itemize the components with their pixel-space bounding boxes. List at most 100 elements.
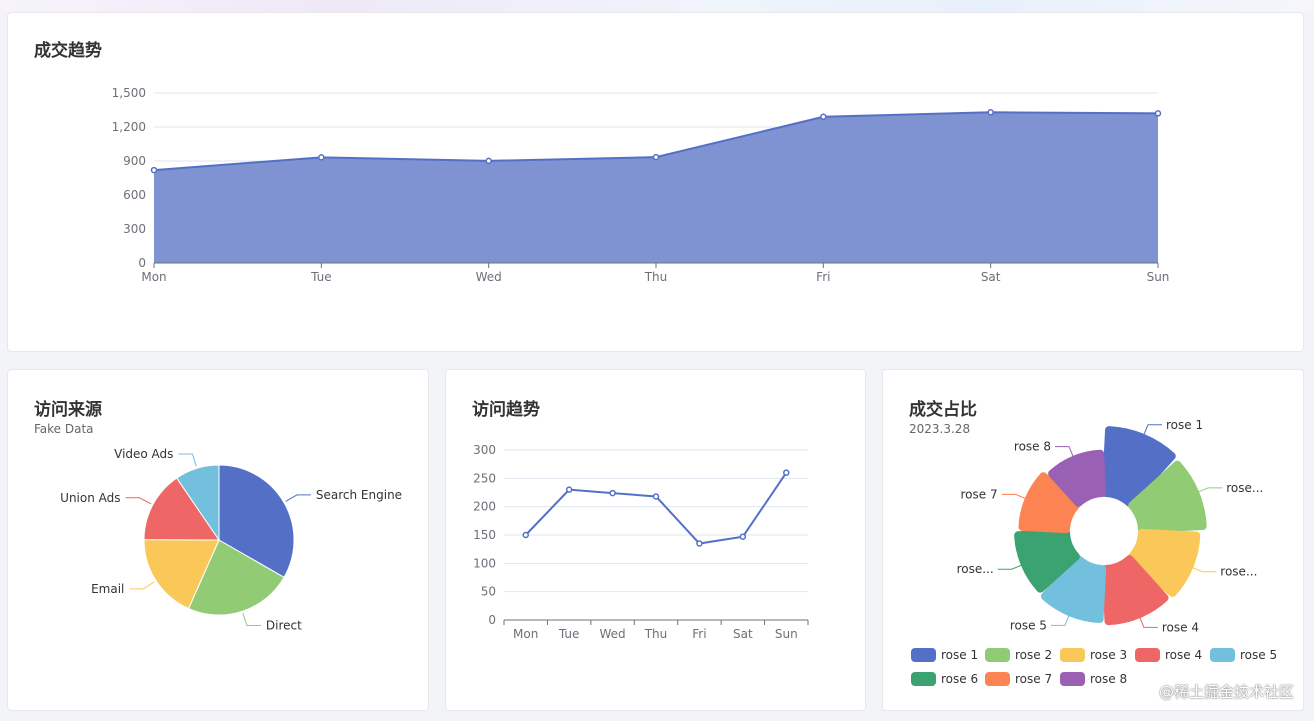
y-tick-label: 900	[123, 154, 146, 168]
label-leader	[242, 613, 261, 627]
rose-slice	[1128, 460, 1207, 534]
label-leader	[1196, 487, 1223, 493]
pie-slice	[143, 539, 220, 610]
rose-label: rose...	[1220, 565, 1257, 579]
legend-swatch	[985, 648, 1010, 662]
data-point	[1154, 110, 1162, 117]
legend-label: rose 6	[941, 672, 978, 686]
legend-label: rose 1	[941, 648, 978, 662]
pie-slice	[176, 464, 220, 542]
trend-card: 成交趋势 0 300 600 900 1,200 1,500 Mon Tue Wed Thu Fri…	[7, 12, 1304, 352]
y-tick-label: 100	[473, 556, 496, 570]
rose-label: rose 7	[961, 487, 998, 501]
legend-swatch	[911, 672, 936, 686]
x-tick-label: Mon	[513, 627, 538, 641]
legend-swatch	[1210, 648, 1235, 662]
pie-label: Direct	[266, 619, 302, 633]
label-leader	[1055, 446, 1075, 458]
rose-label: rose 5	[1010, 618, 1047, 632]
data-point	[652, 153, 660, 161]
pie-slice	[187, 539, 285, 616]
source-card: 访问来源 Fake Data Search Engine Direct Email U…	[7, 369, 429, 711]
x-tick-label: Thu	[644, 627, 668, 641]
data-point	[150, 166, 158, 174]
series-line	[524, 472, 788, 545]
x-tick-label: Sat	[981, 270, 1001, 284]
pie-slice	[143, 477, 220, 541]
share-card-title: 成交占比	[909, 400, 977, 420]
visits-card-title: 访问趋势	[472, 400, 540, 420]
y-tick-label: 1,200	[112, 120, 146, 134]
label-leader	[1138, 616, 1158, 628]
data-point	[820, 113, 827, 121]
legend-label: rose 4	[1165, 648, 1202, 662]
x-tick-label: Wed	[476, 270, 502, 284]
label-leader	[129, 581, 155, 590]
y-tick-label: 1,500	[112, 86, 146, 100]
label-leader	[1142, 424, 1163, 437]
y-tick-label: 50	[481, 585, 496, 599]
x-tick-label: Mon	[141, 270, 166, 284]
rose-slice	[1018, 472, 1080, 534]
x-tick-label: Wed	[599, 627, 625, 641]
y-tick-label: 300	[123, 222, 146, 236]
data-point	[485, 157, 492, 165]
data-point	[783, 469, 790, 476]
legend-swatch	[911, 648, 936, 662]
rose-label: rose...	[1226, 481, 1263, 495]
legend-label: rose 8	[1090, 672, 1127, 686]
data-point	[609, 489, 616, 497]
label-leader	[1050, 614, 1070, 626]
top-glow	[0, 0, 1314, 12]
label-leader	[1191, 566, 1217, 573]
rose-label: rose...	[957, 562, 994, 576]
legend-swatch	[985, 672, 1010, 686]
legend-swatch	[1060, 672, 1085, 686]
trend-card-title: 成交趋势	[34, 41, 102, 61]
data-point	[565, 486, 573, 493]
data-point	[696, 540, 703, 547]
x-tick-label: Tue	[310, 270, 332, 284]
x-tick-label: Sat	[733, 627, 753, 641]
watermark: @稀土掘金技术社区	[1158, 683, 1294, 701]
pie-slice	[218, 464, 295, 579]
label-leader	[125, 497, 152, 505]
share-rose-chart: rose 1 rose... rose... rose 4 rose 5 rose... r…	[911, 418, 1277, 686]
rose-slice	[1040, 555, 1107, 623]
area-fill	[154, 112, 1158, 264]
legend-label: rose 3	[1090, 648, 1127, 662]
pie-label: Email	[91, 582, 124, 596]
x-tick-label: Fri	[692, 627, 706, 641]
data-point	[739, 533, 747, 540]
pie-label: Video Ads	[114, 447, 173, 461]
label-leader	[997, 564, 1023, 570]
rose-slice	[1048, 449, 1107, 507]
rose-slice	[1014, 528, 1080, 593]
y-tick-label: 0	[138, 256, 146, 270]
pie-label: Search Engine	[316, 488, 402, 502]
share-card: 成交占比 2023.3.28 rose 1 rose... rose... rose …	[882, 369, 1304, 711]
source-card-title: 访问来源	[34, 400, 102, 420]
legend-label: rose 2	[1015, 648, 1052, 662]
pie-label: Union Ads	[60, 491, 120, 505]
legend-swatch	[1060, 648, 1085, 662]
data-point	[987, 109, 994, 116]
x-tick-label: Sun	[775, 627, 798, 641]
y-tick-label: 300	[473, 443, 496, 457]
legend-label: rose 7	[1015, 672, 1052, 686]
visits-card: 访问趋势 0 50 100 150 200 250 300 Mon Tue Wed Thu Fri Sa…	[445, 369, 866, 711]
y-tick-label: 250	[473, 471, 496, 485]
y-tick-label: 150	[473, 528, 496, 542]
label-leader	[285, 494, 311, 502]
legend-label: rose 5	[1240, 648, 1277, 662]
data-point	[652, 493, 660, 500]
source-pie-chart: Search Engine Direct Email Union Ads Video A…	[60, 447, 402, 633]
y-tick-label: 200	[473, 500, 496, 514]
source-card-subtitle: Fake Data	[34, 422, 94, 436]
rose-slice	[1101, 426, 1176, 507]
rose-label: rose 1	[1166, 418, 1203, 432]
x-tick-label: Sun	[1147, 270, 1170, 284]
rose-label: rose 8	[1014, 440, 1051, 454]
label-leader	[178, 453, 197, 467]
data-point	[522, 531, 529, 539]
